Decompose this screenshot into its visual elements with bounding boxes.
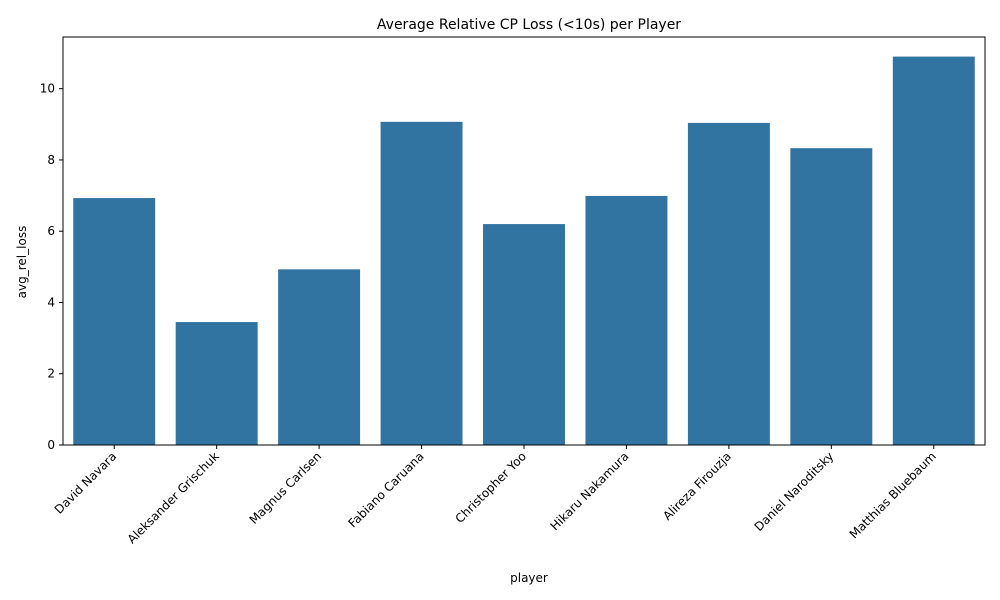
y-tick-label-3: 6 <box>47 224 55 238</box>
y-axis-label: avg_rel_loss <box>15 226 29 299</box>
bar-2 <box>278 269 361 445</box>
x-axis-label: player <box>510 571 548 585</box>
y-tick-label-2: 4 <box>47 295 55 309</box>
bar-6 <box>687 122 770 446</box>
bar-7 <box>790 148 873 446</box>
bar-1 <box>175 322 258 445</box>
y-axis: 0 2 4 6 8 10 <box>40 82 63 452</box>
bars-layer <box>73 56 975 446</box>
plot-frame <box>62 36 986 446</box>
y-tick-label-1: 2 <box>47 367 55 381</box>
bar-4 <box>483 224 565 445</box>
chart-title: Average Relative CP Loss (<10s) per Play… <box>377 17 681 33</box>
bar-8 <box>892 56 975 445</box>
bar-0 <box>73 198 156 445</box>
y-tick-label-5: 10 <box>40 82 55 96</box>
y-tick-label-4: 8 <box>47 153 55 167</box>
y-tick-label-0: 0 <box>47 438 55 452</box>
bar-3 <box>380 121 463 446</box>
bar-5 <box>585 195 668 445</box>
